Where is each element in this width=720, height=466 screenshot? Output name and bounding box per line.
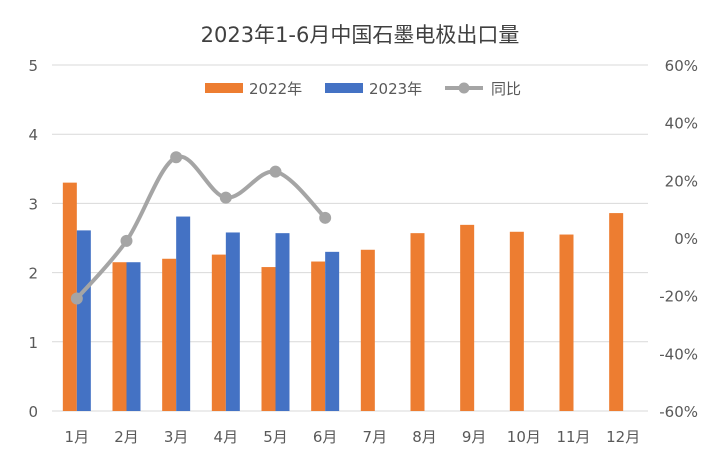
y-left-tick-label: 0 xyxy=(28,403,38,421)
bar xyxy=(176,216,191,411)
legend-swatch xyxy=(325,83,363,93)
y-left-tick-label: 5 xyxy=(28,57,38,75)
x-tick-label: 1月 xyxy=(65,428,90,446)
bar xyxy=(325,251,340,411)
legend-swatch xyxy=(205,83,243,93)
bar xyxy=(112,262,127,411)
bar xyxy=(275,233,290,411)
y-left-tick-label: 4 xyxy=(28,126,38,144)
y-right-tick-label: -20% xyxy=(659,288,698,306)
y-right-tick-label: -60% xyxy=(659,403,698,421)
bar xyxy=(225,232,240,411)
x-tick-label: 8月 xyxy=(412,428,437,446)
x-tick-label: 4月 xyxy=(214,428,239,446)
x-tick-label: 7月 xyxy=(363,428,388,446)
bar xyxy=(609,213,624,411)
x-tick-label: 11月 xyxy=(556,428,590,446)
bar xyxy=(162,258,177,411)
bar xyxy=(62,182,77,411)
bar xyxy=(261,267,276,411)
legend-label: 2022年 xyxy=(249,80,302,98)
line-marker xyxy=(70,292,83,305)
legend-label: 同比 xyxy=(491,80,521,98)
line-marker xyxy=(170,151,183,164)
y-right-tick-label: 20% xyxy=(665,172,698,190)
bar xyxy=(410,233,425,411)
x-tick-label: 12月 xyxy=(606,428,640,446)
x-tick-label: 5月 xyxy=(263,428,288,446)
y-right-tick-label: 40% xyxy=(665,115,698,133)
bar xyxy=(126,262,141,411)
y-right-tick-label: 0% xyxy=(674,230,698,248)
bar xyxy=(460,224,475,411)
bar xyxy=(559,234,574,411)
y-left-tick-label: 1 xyxy=(28,334,38,352)
gridlines xyxy=(52,64,648,412)
y-right-tick-label: 60% xyxy=(665,57,698,75)
bars-layer xyxy=(62,182,624,411)
bar xyxy=(211,254,226,411)
bar xyxy=(76,230,91,411)
y-left-tick-label: 3 xyxy=(28,195,38,213)
bar xyxy=(311,261,326,411)
x-tick-label: 6月 xyxy=(313,428,338,446)
axes-layer: 0 1 2 3 4 5 -60% -40% -20% 0% 20% 40% 60% 1月 2月 3月 4月 5月 6… xyxy=(28,57,698,446)
x-tick-label: 3月 xyxy=(164,428,189,446)
chart-title: 2023年1-6月中国石墨电极出口量 xyxy=(201,23,520,47)
x-tick-label: 2月 xyxy=(114,428,139,446)
bar xyxy=(509,231,524,411)
line-marker xyxy=(120,234,133,247)
line-layer xyxy=(70,151,332,305)
legend-marker xyxy=(458,82,470,94)
y-left-tick-label: 2 xyxy=(28,265,38,283)
line-marker xyxy=(269,165,282,178)
legend: 2022年 2023年 同比 xyxy=(205,80,521,98)
y-right-tick-label: -40% xyxy=(659,345,698,363)
bar xyxy=(360,249,375,411)
legend-label: 2023年 xyxy=(369,80,422,98)
line-marker xyxy=(219,191,232,204)
x-tick-label: 9月 xyxy=(462,428,487,446)
line-marker xyxy=(319,211,332,224)
x-tick-label: 10月 xyxy=(507,428,541,446)
